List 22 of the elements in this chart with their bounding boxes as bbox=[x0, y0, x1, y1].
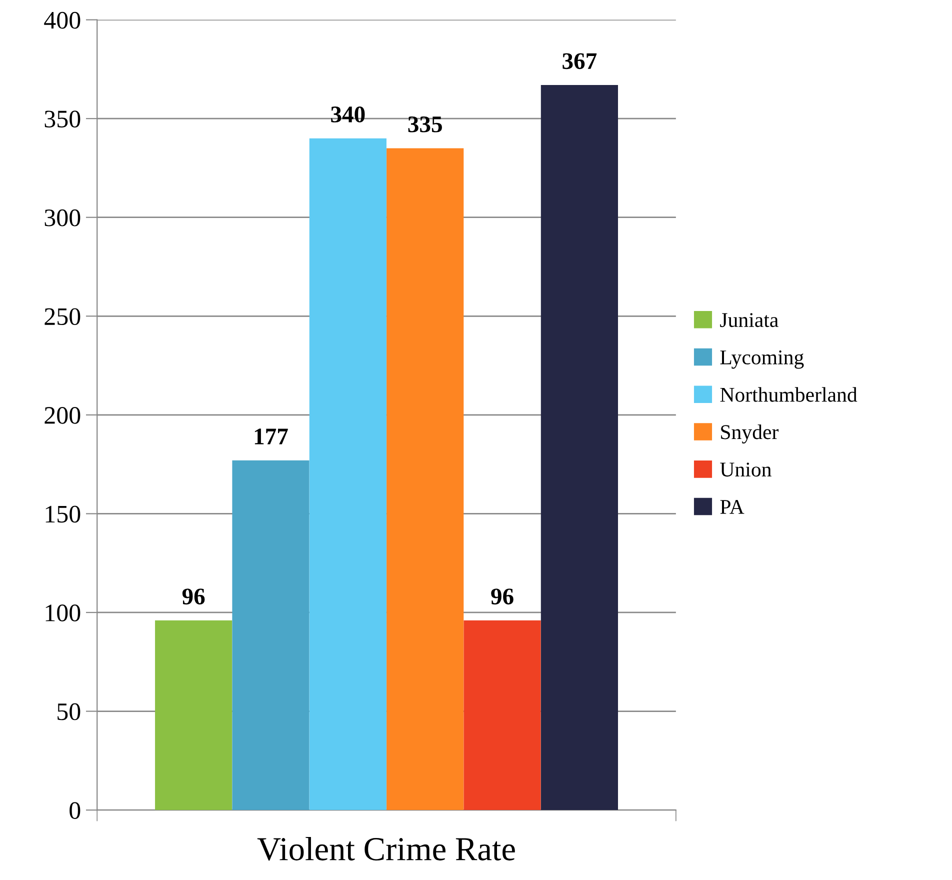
legend-label: Snyder bbox=[721, 424, 779, 444]
y-tick-label: 50 bbox=[58, 703, 80, 720]
data-label: 367 bbox=[562, 53, 597, 70]
x-axis-title: Violent Crime Rate bbox=[257, 836, 515, 861]
legend-label: Union bbox=[720, 462, 772, 477]
legend-label: PA bbox=[720, 500, 744, 514]
y-tick-label: 200 bbox=[44, 406, 80, 424]
y-tick-label: 300 bbox=[44, 209, 80, 226]
data-label: 335 bbox=[408, 116, 442, 132]
data-label: 96 bbox=[491, 588, 514, 604]
data-label: 340 bbox=[331, 106, 365, 122]
legend-label: Northumberland bbox=[720, 387, 858, 402]
legend-label: Lycoming bbox=[720, 350, 804, 369]
y-tick-label: 0 bbox=[70, 802, 80, 819]
y-tick-label: 400 bbox=[44, 12, 80, 29]
y-tick-label: 350 bbox=[44, 110, 80, 128]
data-label: 96 bbox=[182, 588, 205, 604]
data-label: 177 bbox=[254, 428, 288, 444]
y-tick-label: 150 bbox=[46, 506, 80, 523]
legend-label: Juniata bbox=[720, 313, 778, 328]
y-tick-label: 250 bbox=[44, 308, 80, 326]
y-tick-label: 100 bbox=[46, 604, 80, 622]
